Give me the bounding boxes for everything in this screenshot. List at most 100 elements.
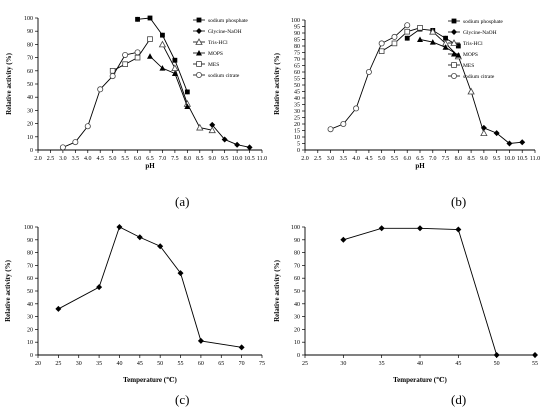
y-tick-label: 0 <box>297 148 300 154</box>
y-tick-label: 60 <box>27 69 33 75</box>
x-axis-label: pH <box>415 162 425 170</box>
legend-label: sodium citrate <box>208 73 240 79</box>
x-tick-label: 7.5 <box>171 156 179 162</box>
data-point <box>378 40 385 47</box>
x-tick-label: 2.0 <box>301 156 309 162</box>
legend-marker <box>450 73 457 80</box>
y-axis-label: Relative activity (%) <box>5 52 13 114</box>
data-point <box>506 140 513 147</box>
x-tick-label: 5.5 <box>391 156 399 162</box>
chart-d: 0 10 20 30 40 50 60 70 80 90 100 25 30 35 40 45 50 55 Temp… <box>273 225 538 384</box>
x-tick-label: 6.0 <box>403 156 411 162</box>
series-series <box>55 224 245 351</box>
data-point <box>417 225 423 232</box>
data-point <box>116 224 123 230</box>
caption-a: (a) <box>175 194 190 209</box>
data-point <box>340 121 347 128</box>
x-tick-label: 10.5 <box>517 156 528 162</box>
y-axis-label: Relative activity (%) <box>4 259 12 321</box>
series-line <box>211 124 250 148</box>
y-tick-label: 40 <box>294 302 300 308</box>
x-tick-label: 7.0 <box>429 156 437 162</box>
data-point <box>532 352 538 358</box>
data-point <box>519 139 526 146</box>
y-tick-label: 15 <box>294 129 300 135</box>
y-tick-label: 20 <box>27 327 33 333</box>
data-point <box>197 337 204 344</box>
data-point <box>171 70 178 76</box>
caption-b: (b) <box>451 194 467 209</box>
y-tick-label: 70 <box>27 263 33 269</box>
x-tick-label: 4.0 <box>84 156 92 162</box>
x-tick-label: 2.0 <box>34 156 42 162</box>
x-tick-label: 45 <box>137 361 143 367</box>
y-tick-label: 0 <box>30 148 33 154</box>
y-tick-label: 100 <box>24 16 33 22</box>
x-tick-label: 30 <box>340 361 346 367</box>
series-series <box>340 225 538 358</box>
y-tick-label: 85 <box>294 38 300 44</box>
x-tick-label: 40 <box>417 361 423 367</box>
series-mops <box>417 36 462 58</box>
series-mes <box>378 24 423 54</box>
x-tick-label: 6.5 <box>416 156 424 162</box>
data-point <box>72 139 79 146</box>
y-tick-label: 70 <box>27 56 33 62</box>
data-point <box>96 284 103 291</box>
data-point <box>84 123 91 130</box>
y-tick-label: 0 <box>297 353 300 359</box>
series-line <box>381 27 421 52</box>
y-tick-label: 70 <box>294 263 300 269</box>
data-point <box>184 89 190 95</box>
series-tris-hcl <box>158 40 216 134</box>
x-tick-label: 40 <box>116 361 122 367</box>
x-tick-label: 3.0 <box>59 156 67 162</box>
x-tick-label: 9.5 <box>221 156 229 162</box>
x-tick-label: 3.0 <box>327 156 335 162</box>
y-tick-label: 45 <box>294 90 300 96</box>
chart-a: 0 10 20 30 40 50 60 70 80 90 100 2.0 2.5 3.0 3.5 4.0 4.5… <box>5 15 267 170</box>
legend-label: MOPS <box>463 52 478 58</box>
series-line <box>419 39 459 56</box>
data-point <box>135 16 140 22</box>
series-sodium-citrate <box>327 22 411 133</box>
y-tick-label: 10 <box>294 340 300 346</box>
y-tick-label: 50 <box>27 289 33 295</box>
y-tick-label: 90 <box>27 238 33 244</box>
y-tick-label: 5 <box>297 142 300 148</box>
data-point <box>157 243 164 250</box>
data-point <box>209 121 216 128</box>
chart-b: 0510152025303540455055606570758085909510… <box>273 18 540 170</box>
data-point <box>442 44 449 50</box>
series-line <box>149 55 188 107</box>
y-tick-label: 80 <box>294 251 300 257</box>
data-point <box>160 32 165 38</box>
data-point <box>159 65 166 71</box>
legend-label: sodium phosphate <box>463 19 503 25</box>
y-axis-label: Relative activity (%) <box>273 52 281 114</box>
x-tick-label: 5.0 <box>109 156 117 162</box>
legend: sodium phosphate Glycine-NaOH Tris-HCl MOPS… <box>193 17 248 79</box>
data-point <box>136 234 143 241</box>
x-tick-label: 9.5 <box>493 156 501 162</box>
series-mes <box>109 36 153 74</box>
y-tick-label: 100 <box>291 225 300 231</box>
x-tick-label: 5.0 <box>378 156 386 162</box>
y-tick-label: 60 <box>294 70 300 76</box>
data-point <box>378 48 385 54</box>
y-tick-label: 95 <box>294 25 300 31</box>
series-mops <box>147 53 191 109</box>
data-point <box>417 36 423 42</box>
x-tick-label: 70 <box>239 361 245 367</box>
x-axis-label: Temperature (℃) <box>393 376 447 384</box>
legend-marker <box>451 51 457 57</box>
data-point <box>238 344 245 351</box>
x-tick-label: 45 <box>455 361 461 367</box>
data-point <box>147 36 153 42</box>
x-tick-label: 60 <box>198 361 204 367</box>
data-point <box>429 39 436 45</box>
data-point <box>134 54 141 61</box>
y-tick-label: 80 <box>27 42 33 48</box>
x-tick-label: 7.0 <box>159 156 167 162</box>
